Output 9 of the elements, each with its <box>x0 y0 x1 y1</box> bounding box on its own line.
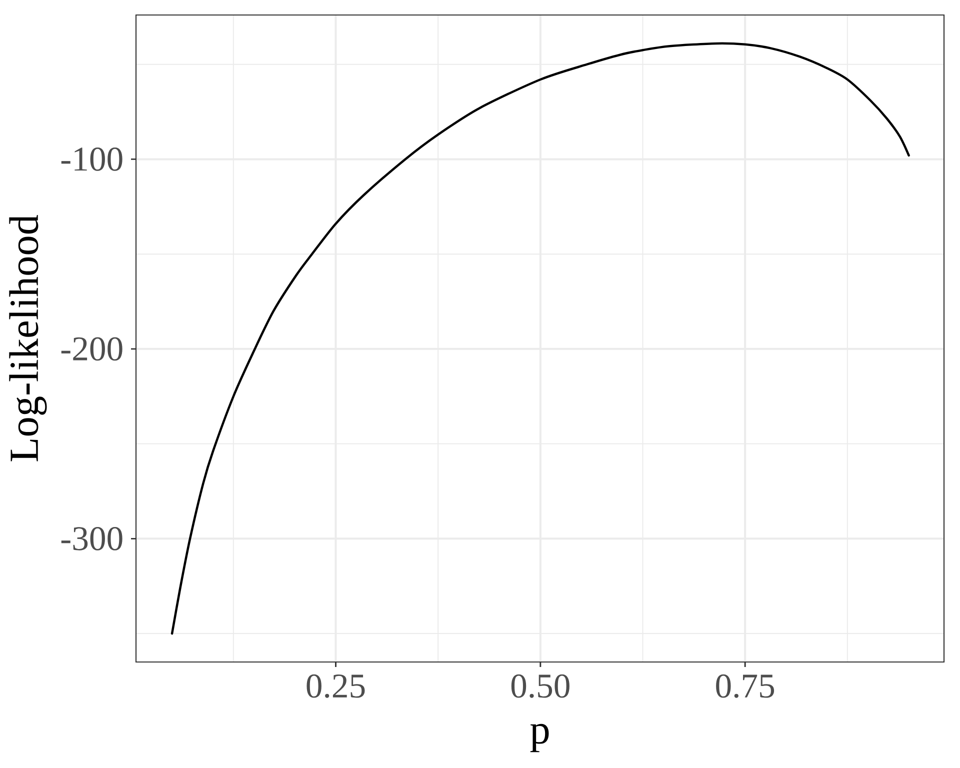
line-series <box>170 42 910 635</box>
x-tick-label: 0.25 <box>306 674 365 698</box>
y-tick-label: -100 <box>61 147 122 171</box>
x-tick-label: 0.50 <box>511 674 570 698</box>
y-tick-label: -300 <box>61 526 122 550</box>
y-tick-label: -200 <box>61 337 122 361</box>
y-axis-title: Log-likelihood <box>9 214 47 462</box>
x-tick-label: 0.75 <box>716 674 774 698</box>
x-axis-title: p <box>530 724 549 752</box>
